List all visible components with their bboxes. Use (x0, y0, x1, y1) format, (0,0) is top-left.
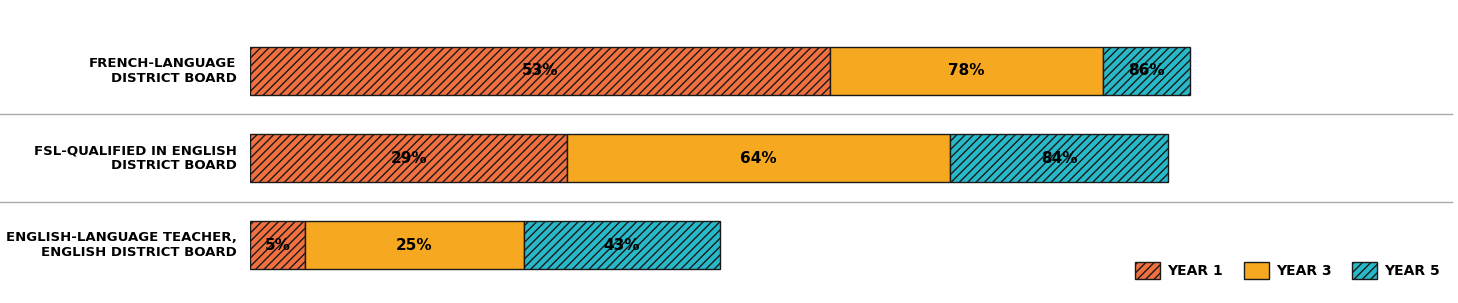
Text: 25%: 25% (397, 238, 433, 253)
Text: 5%: 5% (265, 238, 290, 253)
Text: 78%: 78% (948, 63, 984, 78)
Bar (567, 134, 949, 182)
Bar (251, 47, 830, 95)
Bar (1102, 47, 1190, 95)
Text: 84%: 84% (1041, 151, 1077, 165)
Bar (830, 47, 1102, 95)
Bar (251, 134, 567, 182)
Text: 64%: 64% (741, 151, 777, 165)
Bar (523, 221, 720, 269)
Text: 86%: 86% (1128, 63, 1165, 78)
Text: 43%: 43% (604, 238, 640, 253)
Bar (305, 221, 523, 269)
Legend: YEAR 1, YEAR 3, YEAR 5: YEAR 1, YEAR 3, YEAR 5 (1130, 257, 1445, 285)
Bar (949, 134, 1168, 182)
Text: 53%: 53% (522, 63, 558, 78)
Text: 29%: 29% (391, 151, 427, 165)
Bar (251, 221, 305, 269)
